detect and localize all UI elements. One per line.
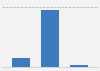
Bar xyxy=(12,58,30,67)
Bar xyxy=(70,65,88,67)
Bar xyxy=(41,10,59,67)
